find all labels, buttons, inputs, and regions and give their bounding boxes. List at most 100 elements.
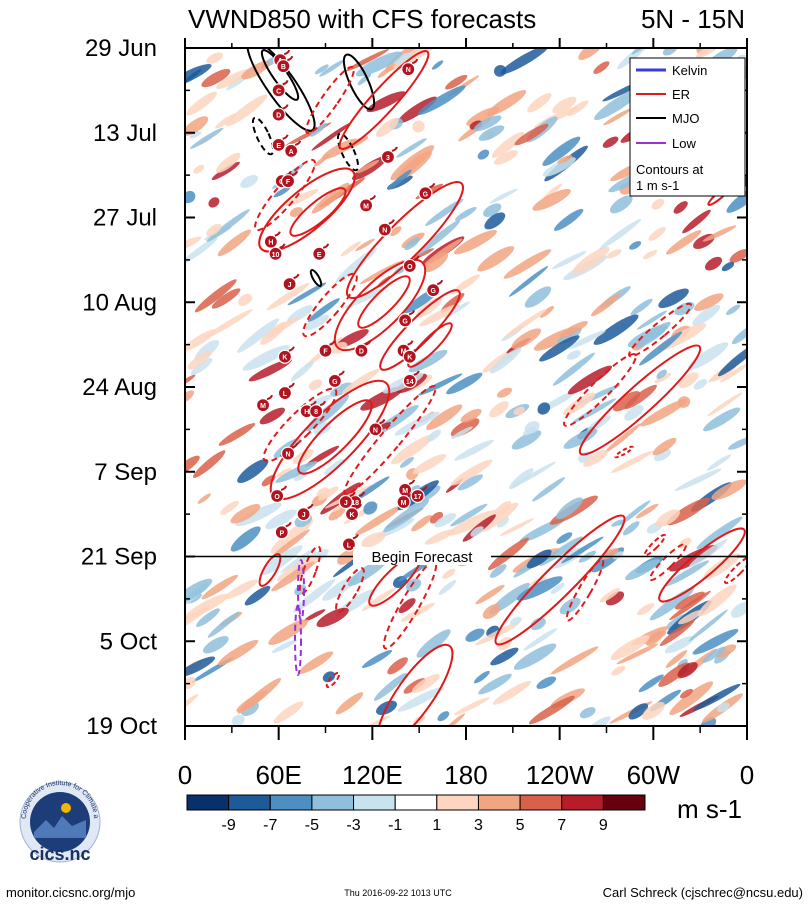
field-cell <box>373 672 407 701</box>
storm-label: K <box>282 355 287 362</box>
field-cell <box>493 150 518 165</box>
field-cell <box>640 398 688 427</box>
storm-label: B <box>281 64 286 71</box>
er-contour-negative <box>643 533 667 557</box>
field-cell <box>649 587 695 621</box>
storm-icon <box>426 283 441 298</box>
storm-marker: P <box>274 521 292 540</box>
field-cell <box>454 206 477 221</box>
storm-arm <box>280 485 288 491</box>
colorbar-tick-label: -9 <box>222 817 236 834</box>
er-contour <box>407 322 453 368</box>
field-cell <box>429 511 444 524</box>
field-cell <box>496 516 510 528</box>
field-cell <box>642 701 665 720</box>
field-cell <box>185 329 217 352</box>
footer-left: monitor.cicsnc.org/mjo <box>6 885 135 900</box>
field-cell <box>387 169 412 190</box>
er-contour-negative <box>254 158 316 232</box>
field-cell <box>483 203 502 217</box>
field-cell <box>273 701 304 724</box>
storm-label: J <box>302 512 306 519</box>
colorbar-tick-label: -7 <box>263 817 277 834</box>
field-cell <box>230 526 261 552</box>
colorbar-swatch <box>228 794 271 811</box>
storm-marker: 3 <box>380 146 398 165</box>
field-cell <box>487 537 529 571</box>
storm-marker: E <box>271 134 289 152</box>
field-cell <box>612 551 624 560</box>
storm-arm <box>421 485 428 491</box>
field-cell <box>666 497 710 526</box>
er-contour-negative <box>723 555 747 585</box>
storm-arm <box>329 340 336 346</box>
storm-arm <box>288 382 295 389</box>
field-cell <box>692 304 721 326</box>
storm-icon <box>280 446 296 461</box>
colorbar-tick-label: 5 <box>516 817 525 834</box>
field-cell <box>479 502 519 533</box>
y-tick-label: 21 Sep <box>81 544 157 571</box>
cicsnc-logo: Cooperative Institute for Climate and Sa… <box>0 0 101 864</box>
storm-marker: J <box>338 491 356 510</box>
legend-label-er: ER <box>672 87 690 102</box>
field-cell <box>579 707 596 719</box>
field-cell <box>489 188 518 204</box>
field-cell <box>225 579 258 599</box>
storm-label: P <box>279 530 284 537</box>
storm-icon <box>318 343 333 358</box>
storm-arm <box>408 310 416 316</box>
er-contour <box>357 275 411 329</box>
field-cell <box>539 306 555 318</box>
field-cell <box>445 713 466 726</box>
field-cell <box>572 246 610 275</box>
y-tick-label: 13 Jul <box>93 120 157 147</box>
field-cell <box>731 324 747 345</box>
field-cell <box>395 138 427 158</box>
field-cell <box>419 304 459 327</box>
field-cell <box>390 226 402 237</box>
field-cell <box>643 249 658 260</box>
colorbar-swatch <box>311 794 355 811</box>
field-cell <box>524 286 552 308</box>
field-cell <box>237 318 280 353</box>
field-cell <box>610 635 650 661</box>
field-cell <box>261 545 303 576</box>
forecast-label-bg <box>353 547 491 565</box>
storm-marker: C <box>271 79 289 98</box>
field-cell <box>473 115 502 132</box>
field-cell <box>216 69 250 89</box>
x-tick-label: 0 <box>178 760 192 790</box>
field-cell <box>707 392 743 417</box>
field-cell <box>508 266 549 297</box>
field-cell <box>687 342 729 370</box>
field-cell <box>387 657 408 675</box>
storm-icon <box>271 83 286 98</box>
storm-arm <box>274 231 281 237</box>
field-cell <box>394 411 440 436</box>
storm-icon <box>344 507 360 522</box>
field-cell <box>310 122 327 137</box>
field-cell <box>307 298 340 322</box>
field-cell <box>285 189 319 207</box>
field-cell <box>702 646 726 663</box>
field-cell <box>695 48 720 59</box>
storm-label: N <box>406 67 411 74</box>
field-cell <box>185 116 209 136</box>
field-cell <box>240 174 259 189</box>
field-cell <box>206 209 250 243</box>
footer-right: Carl Schreck (cjschrec@ncsu.edu) <box>603 885 803 900</box>
field-cell <box>665 650 688 668</box>
field-cell <box>290 361 314 382</box>
field-cell <box>311 182 350 214</box>
logo-ring-text: Cooperative Institute for Climate and Sa… <box>0 0 99 819</box>
field-cell <box>399 456 414 468</box>
field-cell <box>682 209 711 234</box>
field-cell <box>328 506 346 521</box>
field-cell <box>605 591 625 606</box>
field-cell <box>563 392 596 416</box>
field-cell <box>613 391 641 412</box>
field-cell <box>568 330 606 350</box>
field-cell <box>197 493 211 504</box>
field-cell <box>311 122 352 151</box>
